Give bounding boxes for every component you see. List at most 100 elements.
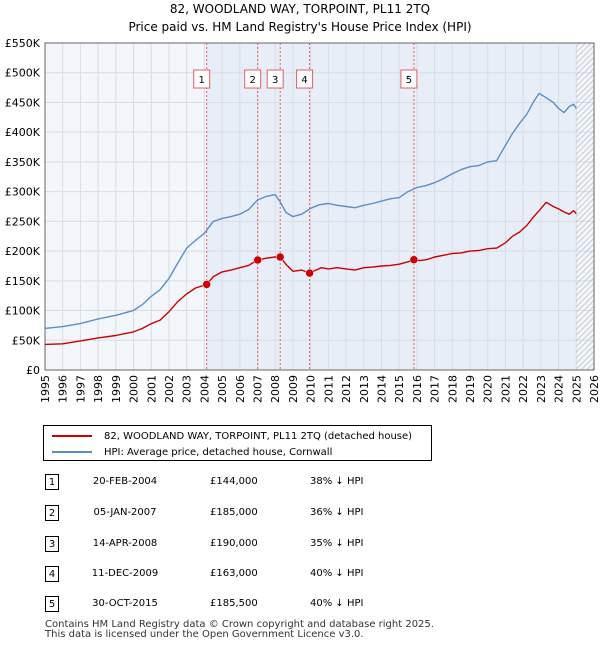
sale-number-badge: 3 — [45, 536, 59, 552]
property-series-line — [44, 201, 577, 346]
x-tick-label: 2012 — [340, 375, 353, 403]
y-tick-label: £500K — [5, 67, 41, 80]
sale-hpi-diff: 40% ↓ HPI — [310, 568, 364, 579]
x-tick-label: 2011 — [322, 375, 335, 403]
x-tick-label: 2019 — [464, 375, 477, 403]
sale-number-badge: 1 — [45, 474, 59, 490]
sale-row: 5 30-OCT-2015 £185,500 40% ↓ HPI — [45, 596, 445, 616]
sale-marker-label: 3 — [272, 75, 278, 86]
sale-shade-region — [206, 43, 258, 370]
chart-legend: 82, WOODLAND WAY, TORPOINT, PL11 2TQ (de… — [43, 425, 432, 461]
x-tick-label: 2016 — [411, 375, 424, 403]
sale-date: 11-DEC-2009 — [91, 568, 159, 579]
sale-marker-box — [296, 69, 314, 89]
x-tick-label: 2024 — [553, 375, 566, 403]
x-tick-label: 1995 — [39, 375, 52, 403]
sale-row: 4 11-DEC-2009 £163,000 40% ↓ HPI — [45, 566, 445, 586]
chart-subtitle: Price paid vs. HM Land Registry's House … — [128, 20, 472, 34]
x-tick-label: 2015 — [393, 375, 406, 403]
legend-label-property: 82, WOODLAND WAY, TORPOINT, PL11 2TQ (de… — [104, 430, 413, 442]
x-tick-label: 2023 — [535, 375, 548, 403]
sale-price: £163,000 — [210, 568, 258, 579]
x-tick-label: 2022 — [517, 375, 530, 403]
y-tick-label: £300K — [5, 186, 41, 199]
x-tick-label: 2020 — [482, 375, 495, 403]
sale-shade-region — [257, 43, 281, 370]
x-tick-label: 2021 — [499, 375, 512, 403]
y-tick-label: £100K — [5, 305, 41, 318]
sale-marker-label: 2 — [250, 75, 256, 86]
hpi-series-line — [44, 92, 577, 330]
sale-point — [202, 280, 211, 289]
x-tick-label: 2008 — [269, 375, 282, 403]
x-tick-label: 2025 — [570, 375, 583, 403]
x-tick-label: 2002 — [163, 375, 176, 403]
sale-row: 1 20-FEB-2004 £144,000 38% ↓ HPI — [45, 474, 445, 494]
sale-marker-box — [244, 69, 262, 89]
x-tick-label: 2017 — [429, 375, 442, 403]
x-tick-label: 2004 — [198, 375, 211, 403]
y-tick-label: £450K — [5, 96, 41, 109]
footer-licence: This data is licensed under the Open Gov… — [45, 629, 364, 640]
sale-point — [275, 252, 285, 262]
y-tick-label: £350K — [5, 156, 41, 169]
x-tick-label: 2001 — [145, 375, 158, 403]
sale-date: 05-JAN-2007 — [93, 507, 157, 518]
sale-number-badge: 2 — [45, 505, 59, 521]
x-tick-label: 2018 — [446, 375, 459, 403]
sale-number-badge: 4 — [45, 566, 59, 582]
footer: Contains HM Land Registry data © Crown c… — [45, 620, 434, 640]
sale-price: £190,000 — [210, 538, 258, 549]
x-tick-label: 1997 — [74, 375, 87, 403]
sale-hpi-diff: 40% ↓ HPI — [310, 598, 364, 609]
sale-marker-box — [266, 69, 284, 89]
x-tick-label: 2003 — [181, 375, 194, 403]
sale-row: 3 14-APR-2008 £190,000 35% ↓ HPI — [45, 536, 445, 556]
x-tick-label: 2014 — [375, 375, 388, 403]
sale-marker-label: 1 — [199, 75, 205, 86]
sale-point — [305, 268, 314, 278]
x-tick-label: 1999 — [110, 375, 123, 403]
legend-swatch-property — [52, 435, 92, 437]
x-tick-label: 2026 — [588, 375, 600, 403]
sale-price: £185,500 — [210, 598, 258, 609]
legend-label-hpi: HPI: Average price, detached house, Corn… — [104, 446, 333, 458]
x-tick-label: 2005 — [216, 375, 229, 403]
projection-hatch — [576, 43, 594, 370]
x-tick-label: 2000 — [128, 375, 141, 403]
x-tick-label: 1996 — [57, 375, 70, 403]
legend-item-hpi: HPI: Average price, detached house, Corn… — [52, 445, 332, 459]
legend-item-property: 82, WOODLAND WAY, TORPOINT, PL11 2TQ (de… — [52, 429, 412, 443]
plot-frame — [44, 42, 595, 371]
sale-shade-region — [280, 43, 310, 370]
y-tick-label: £50K — [12, 334, 41, 347]
sale-marker-box — [400, 69, 418, 89]
y-tick-label: £550K — [5, 37, 41, 50]
y-tick-label: £250K — [5, 215, 41, 228]
sale-date: 20-FEB-2004 — [92, 476, 158, 487]
sale-date: 14-APR-2008 — [92, 538, 158, 549]
sale-point — [253, 255, 262, 265]
sale-hpi-diff: 38% ↓ HPI — [310, 476, 364, 487]
chart-title: 82, WOODLAND WAY, TORPOINT, PL11 2TQ — [169, 2, 431, 16]
sale-marker-label: 4 — [301, 75, 307, 86]
y-tick-label: £400K — [5, 126, 41, 139]
x-tick-label: 2010 — [305, 375, 318, 403]
sale-number-badge: 5 — [45, 596, 59, 612]
sale-date: 30-OCT-2015 — [92, 598, 158, 609]
y-tick-label: £0 — [26, 364, 40, 377]
x-tick-label: 2009 — [287, 375, 300, 403]
legend-swatch-hpi — [52, 451, 92, 453]
sale-shade-region — [413, 43, 577, 370]
x-tick-label: 2013 — [358, 375, 371, 403]
sale-marker-box — [193, 69, 211, 89]
x-tick-label: 2006 — [234, 375, 247, 403]
sale-marker-label: 5 — [406, 75, 412, 86]
sale-point — [409, 255, 419, 264]
x-tick-label: 1998 — [92, 375, 105, 403]
sale-hpi-diff: 36% ↓ HPI — [310, 507, 364, 518]
price-chart: 1 2 3 4 5 £0 £50K £100K £150K £200K £250K £300K £350… — [5, 37, 600, 403]
y-tick-label: £200K — [5, 245, 41, 258]
sale-price: £144,000 — [210, 476, 258, 487]
sale-row: 2 05-JAN-2007 £185,000 36% ↓ HPI — [45, 505, 445, 525]
